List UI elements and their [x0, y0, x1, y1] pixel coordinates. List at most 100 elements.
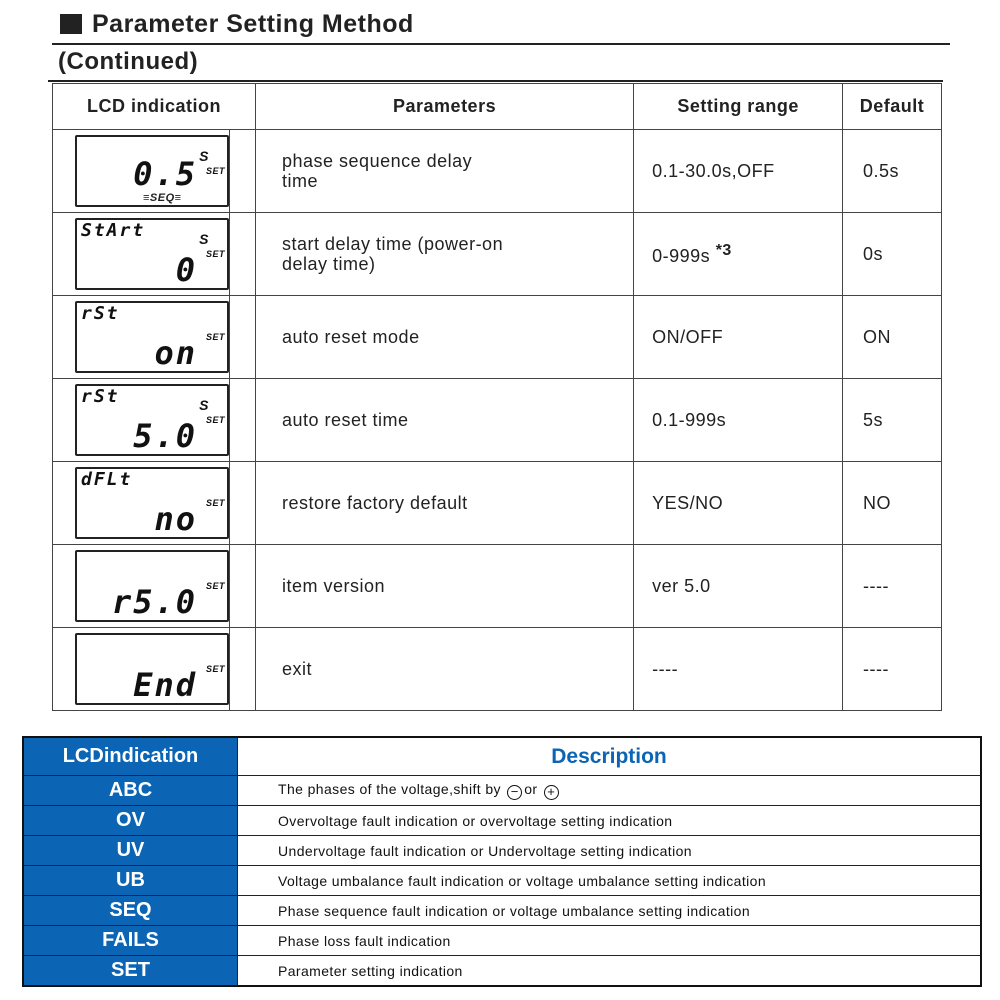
- lcd-seq-label: ≡SEQ≡: [143, 192, 182, 204]
- default-cell: 0s: [842, 212, 942, 296]
- default-value: ----: [863, 575, 890, 596]
- lcd-display: rSt 5.0 S SET: [75, 384, 229, 456]
- lcd-code: SEQ: [22, 895, 238, 926]
- header-lcd: LCD indication: [52, 83, 256, 130]
- lcd-cell: r5.0 SET: [52, 544, 230, 628]
- lcd-display: rSt on SET: [75, 301, 229, 373]
- range-value: ON/OFF: [652, 326, 724, 347]
- lcd-top-text: rSt: [81, 386, 120, 407]
- range-value: ----: [652, 658, 679, 679]
- plus-button-icon: +: [543, 785, 559, 800]
- lcd-description-table: LCDindication Description ABC The phases…: [22, 736, 982, 987]
- spacer-cell: [229, 212, 256, 296]
- spacer-cell: [229, 129, 256, 213]
- description-cell: Undervoltage fault indication or Undervo…: [237, 835, 982, 866]
- lcd-code: FAILS: [22, 925, 238, 956]
- description-cell: Voltage umbalance fault indication or vo…: [237, 865, 982, 896]
- range-cell: 0-999s *3: [633, 212, 844, 296]
- lcd-cell: rSt 5.0 S SET: [52, 378, 230, 462]
- spacer-cell: [229, 295, 256, 379]
- or-text: or: [524, 781, 538, 797]
- lcd-display: dFLt no SET: [75, 467, 229, 539]
- table-row: OV Overvoltage fault indication or overv…: [22, 805, 982, 836]
- header-row: LCD indication Parameters Setting range …: [52, 83, 942, 130]
- range-value: 0.1-999s: [652, 409, 727, 430]
- lcd-cell: StArt 0 S SET: [52, 212, 230, 296]
- table-row: dFLt no SET restore factory default YES/…: [52, 461, 942, 545]
- lcd-code: SET: [22, 955, 238, 987]
- lcd-unit: S: [199, 397, 209, 413]
- parameter-cell: auto reset time: [254, 378, 635, 462]
- lcd-display: StArt 0 S SET: [75, 218, 229, 290]
- lcd-cell: rSt on SET: [52, 295, 230, 379]
- lcd-set-label: SET: [205, 581, 225, 591]
- description-cell: Parameter setting indication: [237, 955, 982, 987]
- default-value: ON: [863, 326, 892, 347]
- table-row: rSt 5.0 S SET auto reset time 0.1-999s 5…: [52, 378, 942, 462]
- header-lcd: LCDindication: [22, 736, 238, 776]
- lcd-main-value: on: [154, 334, 197, 372]
- range-cell: ver 5.0: [633, 544, 844, 628]
- range-cell: 0.1-999s: [633, 378, 844, 462]
- spacer-cell: [229, 461, 256, 545]
- header-parameters: Parameters: [254, 83, 635, 130]
- lcd-cell: End SET: [52, 627, 230, 711]
- lcd-main-value: r5.0: [111, 583, 197, 621]
- header-range: Setting range: [633, 83, 844, 130]
- parameter-cell: auto reset mode: [254, 295, 635, 379]
- description-cell: Phase loss fault indication: [237, 925, 982, 956]
- lcd-set-label: SET: [205, 498, 225, 508]
- lcd-display: r5.0 SET: [75, 550, 229, 622]
- spacer-cell: [229, 627, 256, 711]
- range-value: 0-999s: [652, 245, 711, 266]
- lcd-cell: 0.5 S SET ≡SEQ≡: [52, 129, 230, 213]
- parameter-name: phase sequence delay time: [282, 151, 473, 191]
- default-cell: NO: [842, 461, 942, 545]
- parameter-name: exit: [282, 659, 313, 679]
- lcd-display: 0.5 S SET ≡SEQ≡: [75, 135, 229, 207]
- table-row: UV Undervoltage fault indication or Unde…: [22, 835, 982, 866]
- lcd-unit: S: [199, 231, 209, 247]
- lcd-top-text: rSt: [81, 303, 120, 324]
- description-text: Voltage umbalance fault indication or vo…: [278, 872, 767, 889]
- lcd-set-label: SET: [205, 415, 225, 425]
- parameter-cell: exit: [254, 627, 635, 711]
- lcd-code: ABC: [22, 775, 238, 806]
- lcd-set-label: SET: [205, 249, 225, 259]
- lcd-unit: S: [199, 148, 209, 164]
- divider: [48, 80, 943, 82]
- title-text: Parameter Setting Method: [92, 10, 414, 38]
- lcd-main-value: 0: [175, 251, 197, 289]
- table-row: ABC The phases of the voltage,shift by −…: [22, 775, 982, 806]
- description-text: Overvoltage fault indication or overvolt…: [278, 812, 673, 829]
- parameter-cell: start delay time (power-on delay time): [254, 212, 635, 296]
- range-value: 0.1-30.0s,OFF: [652, 160, 775, 181]
- table-row: SET Parameter setting indication: [22, 955, 982, 987]
- minus-button-icon: −: [507, 785, 523, 800]
- range-cell: 0.1-30.0s,OFF: [633, 129, 844, 213]
- parameter-cell: restore factory default: [254, 461, 635, 545]
- parameter-name: auto reset mode: [282, 327, 420, 347]
- parameter-cell: phase sequence delay time: [254, 129, 635, 213]
- description-text: Undervoltage fault indication or Undervo…: [278, 842, 692, 859]
- table-row: 0.5 S SET ≡SEQ≡ phase sequence delay tim…: [52, 129, 942, 213]
- parameter-name: auto reset time: [282, 410, 409, 430]
- description-cell: The phases of the voltage,shift by − or +: [237, 775, 982, 806]
- lcd-set-label: SET: [205, 166, 225, 176]
- lcd-main-value: no: [154, 500, 197, 538]
- default-cell: 5s: [842, 378, 942, 462]
- default-value: 0.5s: [863, 160, 900, 181]
- lcd-main-value: 0.5: [133, 155, 197, 193]
- lcd-top-text: StArt: [81, 220, 146, 241]
- lcd-main-value: End: [133, 666, 197, 704]
- range-value: YES/NO: [652, 492, 724, 513]
- table-row: End SET exit ---- ----: [52, 627, 942, 711]
- header-description: Description: [237, 736, 982, 776]
- table-row: rSt on SET auto reset mode ON/OFF ON: [52, 295, 942, 379]
- description-text: Phase sequence fault indication or volta…: [278, 902, 751, 919]
- range-cell: ----: [633, 627, 844, 711]
- page-title: Parameter Setting Method: [60, 10, 414, 39]
- lcd-code: UB: [22, 865, 238, 896]
- divider: [52, 43, 950, 45]
- lcd-main-value: 5.0: [133, 417, 197, 455]
